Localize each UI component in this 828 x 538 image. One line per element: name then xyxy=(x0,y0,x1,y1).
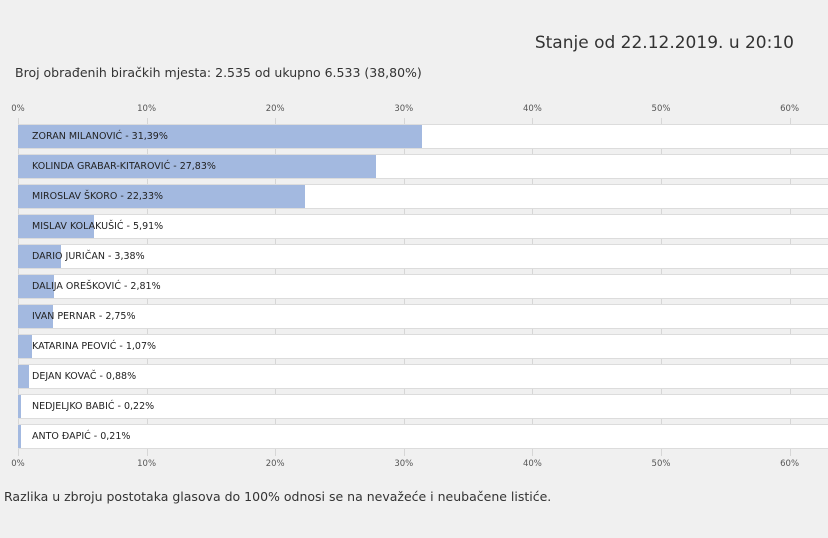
bar-label: KOLINDA GRABAR-KITAROVIĆ - 27,83% xyxy=(32,161,216,172)
bar-row: IVAN PERNAR - 2,75% xyxy=(18,304,828,329)
bar-label: ANTO ĐAPIĆ - 0,21% xyxy=(32,431,131,442)
bar xyxy=(18,245,62,268)
bar-label: DEJAN KOVAČ - 0,88% xyxy=(32,371,137,382)
results-timestamp: Stanje od 22.12.2019. u 20:10 xyxy=(534,33,794,53)
x-tick-label: 30% xyxy=(394,459,414,469)
x-tick-label: 10% xyxy=(137,459,157,469)
x-tick-label: 40% xyxy=(522,104,542,114)
bar-label: ZORAN MILANOVIĆ - 31,39% xyxy=(32,131,168,142)
x-tick-label: 0% xyxy=(11,104,25,114)
footnote: Razlika u zbroju postotaka glasova do 10… xyxy=(4,489,552,504)
bar xyxy=(18,155,376,178)
bar-row: DARIO JURIČAN - 3,38% xyxy=(18,244,828,269)
x-axis-bottom: 0% 10% 20% 30% 40% 50% 60% xyxy=(0,459,828,473)
x-tick-label: 50% xyxy=(651,459,671,469)
bar-label: MIROSLAV ŠKORO - 22,33% xyxy=(32,191,164,202)
results-bar-chart: 0% 10% 20% 30% 40% 50% 60% 0% 10% 20% 30% 40% 50% 60… xyxy=(0,98,828,478)
bar-row: KOLINDA GRABAR-KITAROVIĆ - 27,83% xyxy=(18,154,828,179)
bar xyxy=(18,335,32,358)
x-tick-label: 40% xyxy=(522,459,542,469)
bar-label: IVAN PERNAR - 2,75% xyxy=(32,311,136,322)
bar xyxy=(18,305,54,328)
bar xyxy=(18,395,21,418)
x-tick-label: 20% xyxy=(265,104,285,114)
bar-row: ZORAN MILANOVIĆ - 31,39% xyxy=(18,124,828,149)
bar xyxy=(18,275,55,298)
polling-stations-counted: Broj obrađenih biračkih mjesta: 2.535 od… xyxy=(15,65,422,80)
bar xyxy=(18,125,422,148)
x-tick-label: 0% xyxy=(11,459,25,469)
bar-label: NEDJELJKO BABIĆ - 0,22% xyxy=(32,401,155,412)
bar xyxy=(18,185,306,208)
bar-row: ANTO ĐAPIĆ - 0,21% xyxy=(18,424,828,449)
bar-row: MIROSLAV ŠKORO - 22,33% xyxy=(18,184,828,209)
bar-row: NEDJELJKO BABIĆ - 0,22% xyxy=(18,394,828,419)
x-tick-label: 60% xyxy=(780,459,800,469)
bar xyxy=(18,425,21,448)
x-axis-top: 0% 10% 20% 30% 40% 50% 60% xyxy=(0,104,828,118)
x-tick-label: 60% xyxy=(780,104,800,114)
x-tick-label: 30% xyxy=(394,104,414,114)
bar-row: DEJAN KOVAČ - 0,88% xyxy=(18,364,828,389)
bar-label: MISLAV KOLAKUŠIĆ - 5,91% xyxy=(32,221,164,232)
bar-row: MISLAV KOLAKUŠIĆ - 5,91% xyxy=(18,214,828,239)
bar-label: KATARINA PEOVIĆ - 1,07% xyxy=(32,341,157,352)
bar xyxy=(18,215,94,238)
bar-row: KATARINA PEOVIĆ - 1,07% xyxy=(18,334,828,359)
bar-row: DALIJA OREŠKOVIĆ - 2,81% xyxy=(18,274,828,299)
bar-label: DALIJA OREŠKOVIĆ - 2,81% xyxy=(32,281,161,292)
x-tick-label: 50% xyxy=(651,104,671,114)
x-tick-label: 10% xyxy=(137,104,157,114)
bar xyxy=(18,365,30,388)
bar-label: DARIO JURIČAN - 3,38% xyxy=(32,251,145,262)
x-tick-label: 20% xyxy=(265,459,285,469)
